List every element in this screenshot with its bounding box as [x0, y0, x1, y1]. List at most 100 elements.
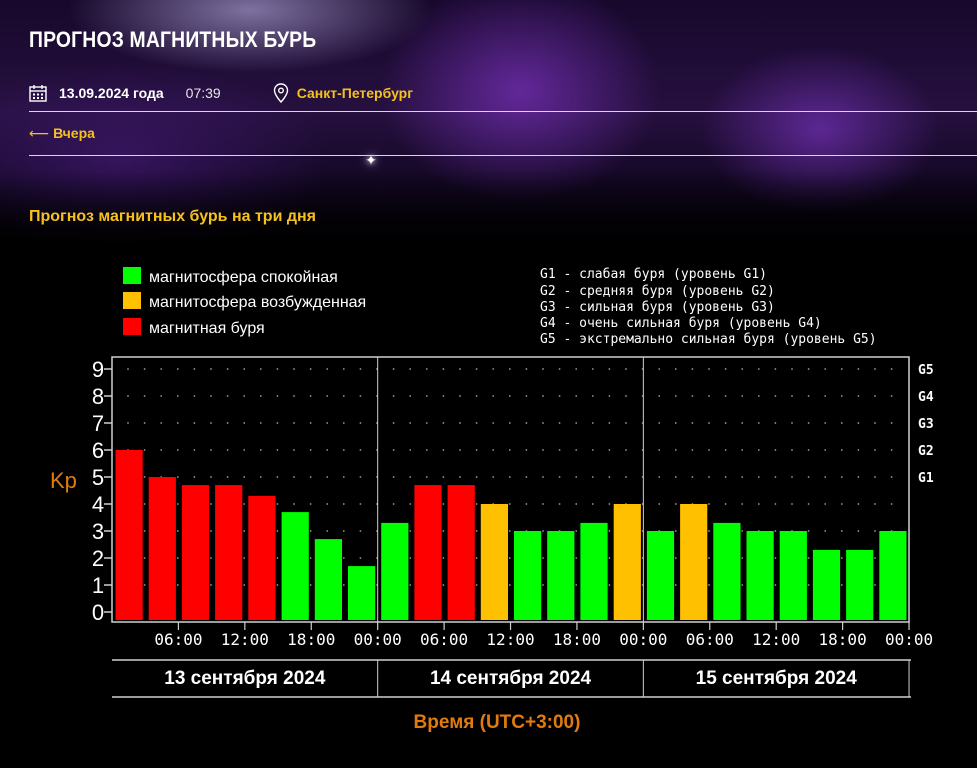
grid-dot: [708, 368, 710, 370]
grid-dot: [724, 368, 727, 370]
grid-dot: [309, 422, 312, 424]
grid-dot: [525, 503, 528, 505]
grid-dot: [757, 449, 760, 451]
x-axis-ticks: 06:00 12:00 18:00 00:00 06:00 12:00 18:00 00:00…: [154, 622, 933, 649]
grid-dot: [874, 584, 876, 586]
aurora-background: [0, 0, 977, 250]
bar-16: [613, 504, 641, 620]
grid-dot: [492, 449, 495, 451]
grid-dot: [276, 422, 279, 424]
bar-8: [348, 566, 376, 620]
grid-dot: [508, 557, 511, 559]
grid-dot: [293, 422, 295, 424]
grid-dot: [824, 503, 827, 505]
grid-dot: [143, 476, 146, 478]
x-tick-label: 12:00: [221, 630, 269, 649]
grid-dot: [409, 422, 412, 424]
grid-dot: [409, 476, 412, 478]
grid-dot: [840, 368, 843, 370]
grid-dot: [442, 584, 445, 586]
grid-dot: [176, 530, 179, 532]
grid-dot: [276, 449, 279, 451]
grid-dot: [558, 449, 561, 451]
grid-dot: [741, 503, 744, 505]
x-tick-label: 06:00: [420, 630, 468, 649]
grid-dot: [575, 422, 578, 424]
grid-dot: [143, 557, 146, 559]
y-tick-label: 6: [92, 438, 104, 463]
grid-dot: [757, 503, 760, 505]
sparkle-star-icon: ✦: [365, 152, 377, 168]
grid-dot: [575, 503, 578, 505]
bar-10: [414, 485, 442, 620]
grid-dot: [558, 395, 561, 397]
grid-dot: [791, 476, 793, 478]
day-label: 14 сентября 2024: [430, 668, 592, 689]
grid-dot: [774, 584, 777, 586]
grid-dot: [575, 557, 578, 559]
grid-dot: [508, 530, 511, 532]
grid-dot: [127, 395, 129, 397]
grid-dot: [558, 422, 561, 424]
grid-dot: [309, 530, 312, 532]
grid-dot: [575, 449, 578, 451]
grid-dot: [824, 530, 827, 532]
divider: [29, 155, 977, 156]
page-title: ПРОГНОЗ МАГНИТНЫХ БУРЬ: [29, 27, 317, 52]
grid-dot: [210, 422, 212, 424]
grid-dot: [691, 395, 694, 397]
grid-dot: [226, 395, 229, 397]
storm-scale-legend: G1 - слабая буря (уровень G1) G2 - средн…: [540, 267, 877, 347]
grid-dot: [757, 476, 760, 478]
grid-dot: [508, 503, 511, 505]
y-axis-label: Kp: [50, 468, 77, 493]
grid-dot: [409, 584, 412, 586]
grid-dot: [508, 395, 511, 397]
grid-dot: [210, 395, 212, 397]
grid-dot: [890, 503, 893, 505]
grid-dot: [442, 557, 445, 559]
grid-dot: [160, 395, 163, 397]
grid-dot: [840, 395, 843, 397]
bar-1: [115, 450, 143, 620]
grid-dot: [857, 368, 860, 370]
grid-dot: [243, 584, 246, 586]
grid-dot: [890, 449, 893, 451]
grid-dot: [791, 503, 793, 505]
city-selector[interactable]: Санкт-Петербург: [296, 85, 414, 101]
grid-dot: [359, 476, 362, 478]
grid-dot: [259, 476, 262, 478]
grid-dot: [807, 557, 810, 559]
grid-dot: [492, 422, 495, 424]
grid-dot: [342, 557, 345, 559]
grid-dot: [475, 368, 478, 370]
grid-dot: [392, 422, 395, 424]
grid-dot: [542, 557, 544, 559]
grid-dot: [176, 476, 179, 478]
grid-dot: [342, 449, 345, 451]
storm-scale-g5: G5 - экстремально сильная буря (уровень …: [540, 332, 877, 347]
grid-dot: [708, 530, 710, 532]
grid-dot: [176, 557, 179, 559]
grid-dot: [824, 476, 827, 478]
grid-dot: [459, 368, 461, 370]
grid-dot: [840, 584, 843, 586]
grid-dot: [243, 422, 246, 424]
grid-dot: [542, 395, 544, 397]
grid-dot: [193, 395, 196, 397]
grid-dot: [342, 395, 345, 397]
yesterday-link[interactable]: ⟵ Вчера: [29, 125, 95, 142]
grid-dot: [309, 503, 312, 505]
grid-dot: [409, 503, 412, 505]
grid-dot: [674, 584, 677, 586]
grid-dot: [508, 584, 511, 586]
grid-dot: [591, 368, 594, 370]
bar-23: [846, 549, 874, 620]
legend-swatch-storm: [123, 318, 141, 335]
y-tick-label: 1: [92, 573, 104, 598]
grid-dot: [475, 422, 478, 424]
grid-dot: [625, 368, 627, 370]
grid-dot: [143, 368, 146, 370]
grid-dot: [542, 368, 544, 370]
grid-dot: [874, 503, 876, 505]
